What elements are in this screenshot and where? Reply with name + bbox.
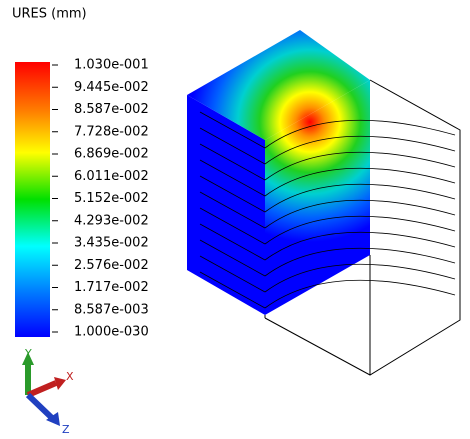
triad: Y X Z bbox=[22, 347, 74, 436]
legend-label: 2.576e-002 bbox=[74, 258, 149, 273]
legend-title: URES (mm) bbox=[12, 7, 87, 22]
legend-label: 7.728e-002 bbox=[74, 124, 149, 139]
legend-label: 9.445e-002 bbox=[74, 80, 149, 95]
model bbox=[187, 30, 460, 375]
legend-label: 3.435e-002 bbox=[74, 236, 149, 251]
legend-label: 5.152e-002 bbox=[74, 191, 149, 206]
legend-label: 8.587e-003 bbox=[74, 302, 149, 317]
color-bar bbox=[15, 62, 50, 337]
axis-z: Z bbox=[62, 423, 70, 436]
legend-label: 4.293e-002 bbox=[74, 213, 149, 228]
legend-label: 1.000e-030 bbox=[74, 325, 149, 340]
axis-x: X bbox=[66, 370, 74, 383]
legend-label: 6.869e-002 bbox=[74, 147, 149, 162]
axis-y: Y bbox=[24, 347, 32, 360]
screenshot: URES (mm) 1.030e-001 9.445e-002 8.587e-002… bbox=[0, 0, 470, 439]
legend-label: 6.011e-002 bbox=[74, 169, 149, 184]
legend-label: 1.717e-002 bbox=[74, 280, 149, 295]
legend-label: 8.587e-002 bbox=[74, 102, 149, 117]
legend-label: 1.030e-001 bbox=[74, 58, 149, 73]
legend-labels: 1.030e-001 9.445e-002 8.587e-002 7.728e-002… bbox=[52, 58, 149, 340]
viewport: URES (mm) 1.030e-001 9.445e-002 8.587e-002… bbox=[0, 0, 470, 439]
